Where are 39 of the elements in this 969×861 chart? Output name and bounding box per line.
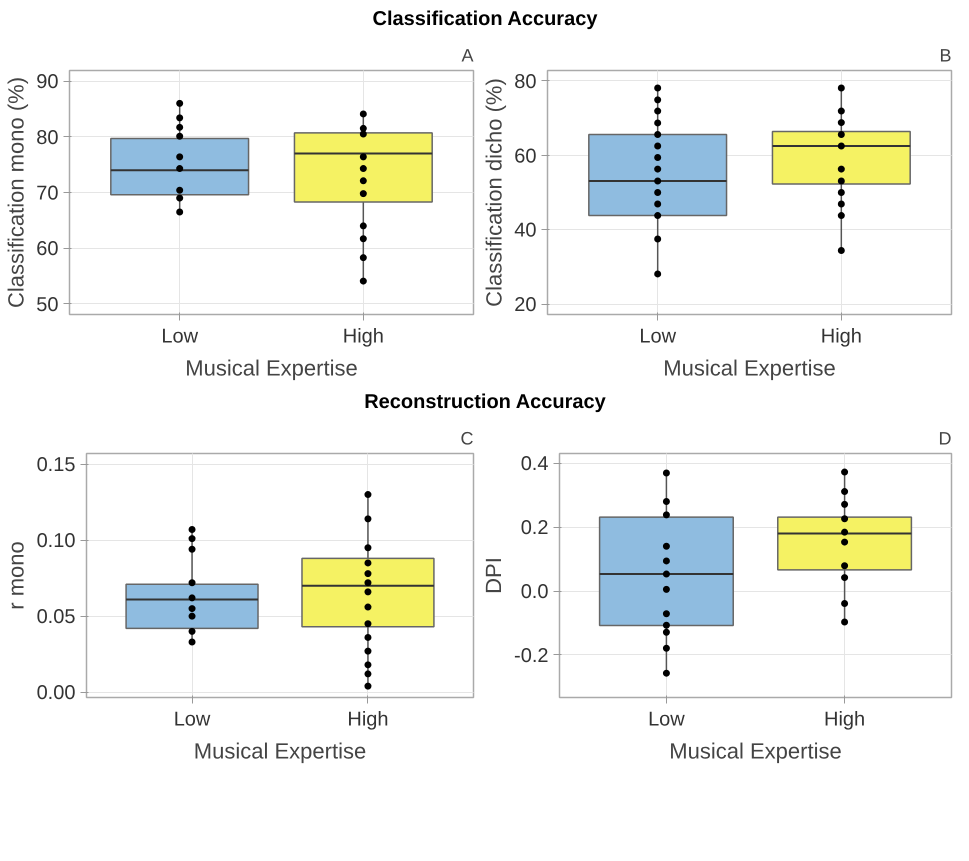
y-tick-label: 0.10	[36, 530, 76, 552]
y-tick-label: 80	[36, 126, 59, 149]
y-axis-title: Classification dicho (%)	[481, 78, 506, 307]
text: D	[938, 428, 952, 448]
x-tick-label: Low	[648, 708, 686, 730]
y-axis-title: DPI	[481, 557, 506, 594]
y-tick-label: 80	[514, 70, 537, 93]
text: A	[461, 46, 474, 66]
x-tick-label: Low	[161, 326, 199, 348]
x-axis-title: Musical Expertise	[663, 356, 836, 380]
y-tick-label: 50	[36, 294, 59, 316]
y-tick-label: 0.4	[520, 453, 549, 476]
x-tick-label: High	[824, 708, 866, 730]
y-tick-label: 0.0	[520, 581, 549, 604]
y-tick-label: 60	[514, 145, 537, 168]
y-axis-title: r mono	[4, 541, 29, 610]
x-tick-label: High	[342, 326, 384, 348]
x-tick-label: High	[820, 326, 862, 348]
y-tick-label: 0.05	[36, 606, 76, 628]
y-tick-label: 0.2	[520, 517, 549, 540]
x-tick-label: Low	[639, 326, 677, 348]
text: B	[939, 46, 952, 66]
y-tick-label: 40	[514, 220, 537, 242]
y-tick-label: 70	[36, 182, 59, 204]
y-tick-label: 90	[36, 71, 59, 94]
y-tick-label: 20	[514, 294, 537, 316]
x-axis-title: Musical Expertise	[185, 356, 358, 380]
x-axis-title: Musical Expertise	[669, 738, 842, 764]
y-tick-label: 60	[36, 238, 59, 260]
y-axis-title: Classification mono (%)	[3, 76, 28, 308]
chart-title: Reconstruction Accuracy	[364, 390, 606, 415]
x-tick-label: Low	[174, 708, 211, 730]
chart-title: Classification Accuracy	[372, 7, 598, 32]
x-tick-label: High	[347, 708, 389, 730]
x-axis-title: Musical Expertise	[194, 738, 366, 764]
y-tick-label: 0.15	[36, 454, 76, 476]
y-tick-label: 0.00	[36, 682, 76, 704]
text: C	[460, 428, 474, 448]
y-tick-label: -0.2	[514, 644, 549, 667]
